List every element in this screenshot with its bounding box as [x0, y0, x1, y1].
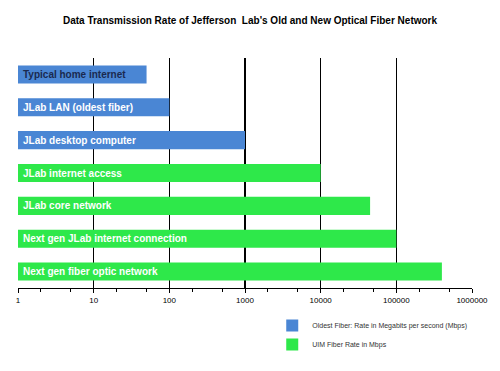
- svg-text:1000: 1000: [236, 296, 254, 305]
- svg-text:100: 100: [163, 296, 177, 305]
- svg-text:10: 10: [89, 296, 98, 305]
- svg-text:Oldest Fiber: Rate in Megabits: Oldest Fiber: Rate in Megabits per secon…: [312, 322, 467, 330]
- svg-text:UIM Fiber Rate in Mbps: UIM Fiber Rate in Mbps: [312, 341, 386, 349]
- svg-text:Next gen JLab internet connect: Next gen JLab internet connection: [23, 233, 187, 244]
- svg-text:JLab LAN (oldest fiber): JLab LAN (oldest fiber): [23, 102, 133, 113]
- svg-text:Data Transmission Rate of Jeff: Data Transmission Rate of Jefferson Lab'…: [63, 15, 438, 26]
- svg-text:Typical home internet: Typical home internet: [23, 69, 126, 80]
- svg-text:1: 1: [16, 296, 21, 305]
- svg-text:JLab desktop computer: JLab desktop computer: [23, 135, 136, 146]
- svg-text:JLab core network: JLab core network: [23, 200, 112, 211]
- svg-text:1000000: 1000000: [456, 296, 488, 305]
- svg-text:100000: 100000: [383, 296, 410, 305]
- svg-text:JLab internet access: JLab internet access: [23, 168, 122, 179]
- svg-text:10000: 10000: [310, 296, 333, 305]
- svg-text:Next gen fiber optic network: Next gen fiber optic network: [23, 266, 158, 277]
